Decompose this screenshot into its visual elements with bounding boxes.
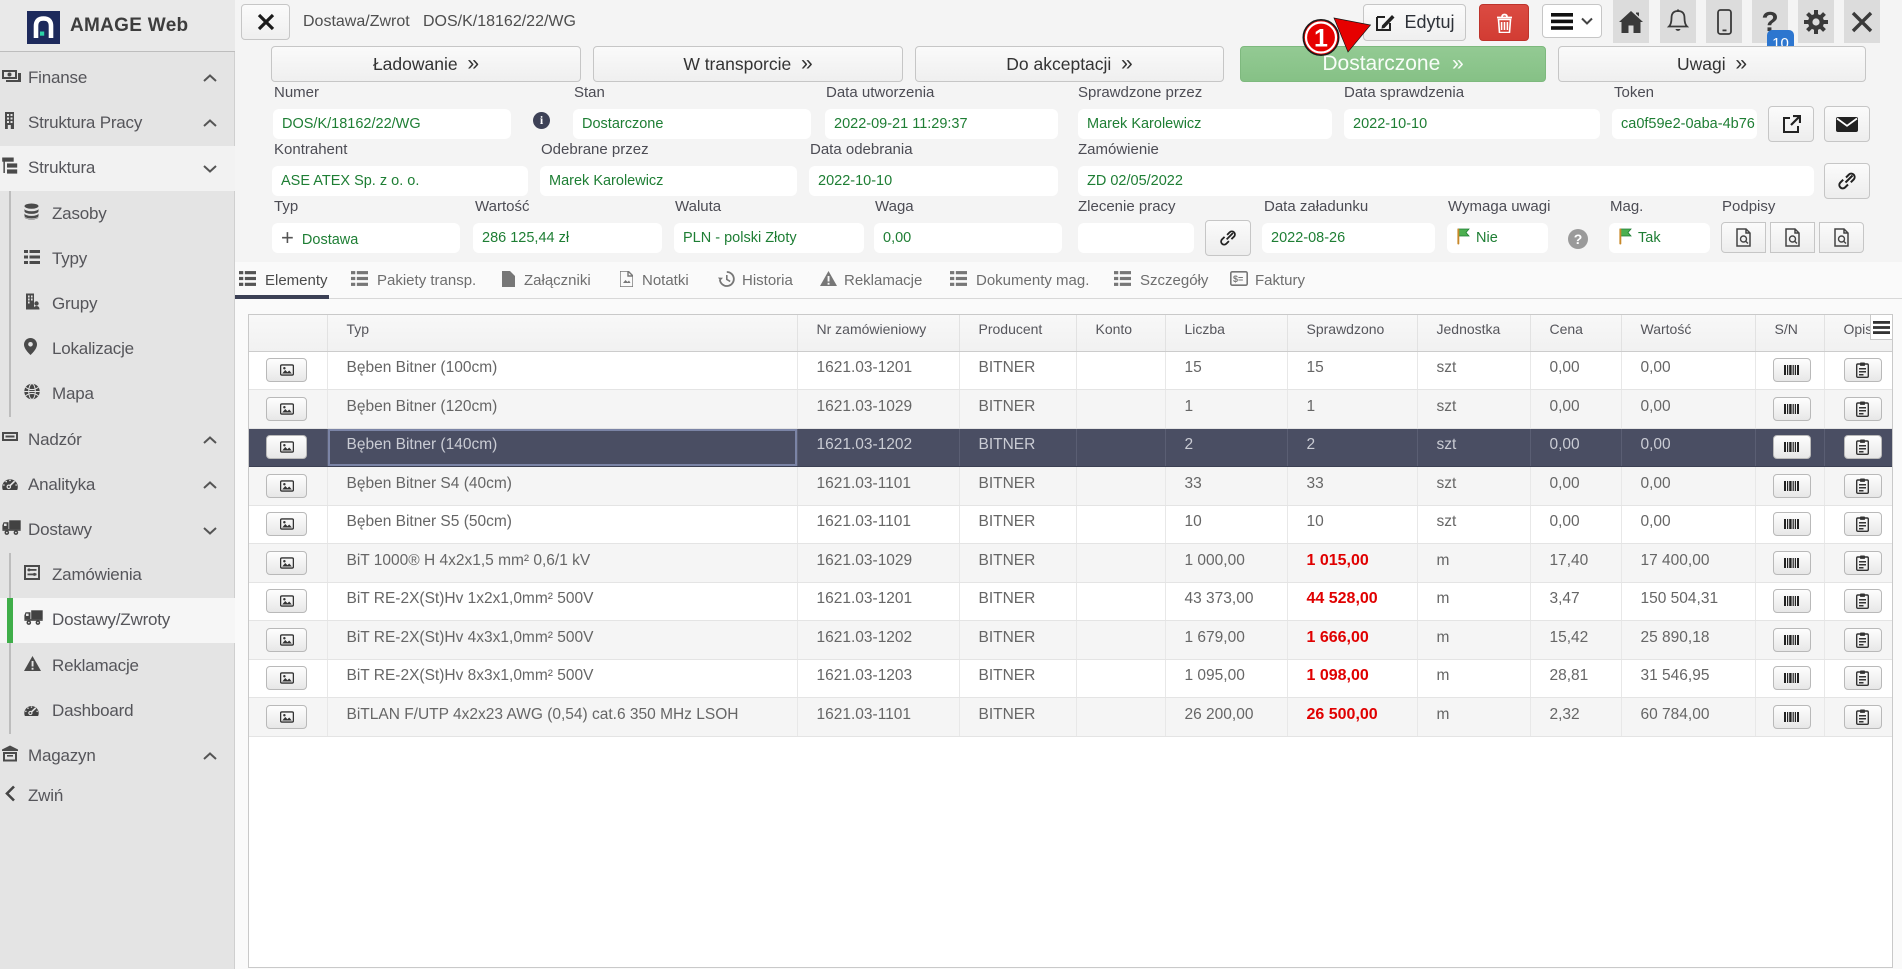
svg-text:1: 1 [1314, 25, 1328, 53]
svg-text:$=: $= [1233, 274, 1243, 284]
